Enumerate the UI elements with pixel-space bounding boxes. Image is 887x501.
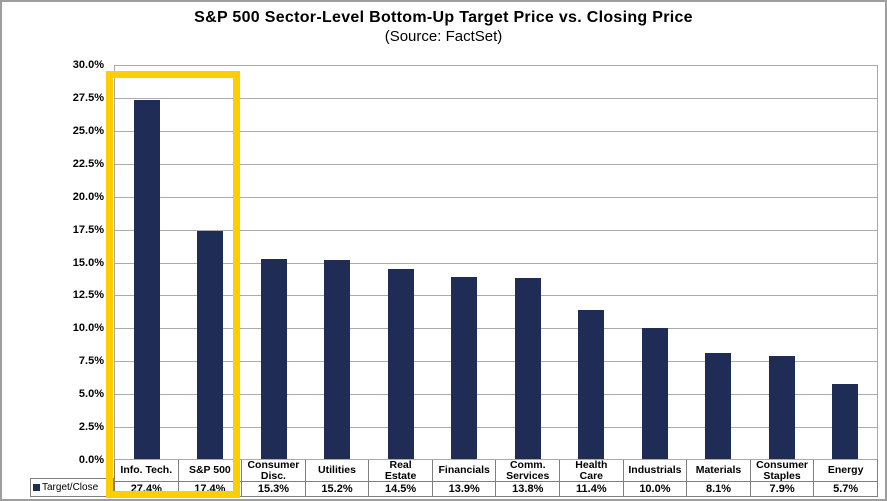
value-cell: 14.5%	[369, 482, 433, 497]
legend-label: Target/Close	[42, 482, 99, 493]
gridline	[115, 427, 877, 429]
category-cell: Consumer Disc.	[242, 460, 306, 482]
gridline	[115, 130, 877, 132]
bar-Info. Tech.	[133, 100, 160, 459]
value-cell: 17.4%	[178, 482, 243, 497]
bar-Financials	[451, 276, 478, 459]
gridline	[115, 229, 877, 231]
gridline	[115, 196, 877, 198]
gridline	[115, 328, 877, 330]
category-cell: Energy	[814, 460, 878, 482]
bar-Real Estate	[387, 269, 414, 459]
gridline	[115, 361, 877, 363]
value-cell: 11.4%	[560, 482, 624, 497]
category-cell: Materials	[687, 460, 751, 482]
category-cell: Health Care	[560, 460, 624, 482]
y-tick-label: 20.0%	[72, 190, 104, 203]
value-cell: 13.9%	[432, 482, 497, 497]
category-row: Info. Tech. S&P 500 Consumer Disc. Utilitie…	[115, 460, 878, 482]
bar-Consumer Disc.	[260, 258, 287, 459]
chart-subtitle: (Source: FactSet)	[384, 28, 503, 45]
category-cell: Consumer Staples	[750, 460, 815, 482]
value-cell: 10.0%	[623, 482, 688, 497]
legend: Target/Close	[30, 478, 114, 497]
plot-area	[114, 65, 878, 460]
category-cell: S&P 500	[178, 460, 243, 482]
gridline	[115, 97, 877, 99]
category-table: Info. Tech. S&P 500 Consumer Disc. Utilitie…	[114, 460, 878, 497]
bar-Comm. Services	[514, 278, 541, 459]
y-tick-label: 0.0%	[78, 454, 104, 466]
category-cell: Financials	[432, 460, 497, 482]
y-tick-label: 17.5%	[72, 223, 104, 236]
bar-Health Care	[578, 309, 605, 459]
value-cell: 27.4%	[115, 482, 179, 497]
y-tick-label: 7.5%	[78, 355, 104, 368]
category-cell: Real Estate	[369, 460, 433, 482]
y-tick-label: 2.5%	[78, 421, 104, 434]
value-row: 27.4% 17.4% 15.3% 15.2% 14.5% 13.9% 13.8% 11.4%…	[115, 482, 878, 497]
y-tick-label: 12.5%	[72, 289, 104, 302]
y-tick-label: 15.0%	[72, 256, 104, 269]
bar-Consumer Staples	[768, 355, 795, 459]
bar-S&P 500	[197, 231, 224, 459]
bar-Materials	[705, 352, 732, 459]
y-tick-label: 30.0%	[72, 59, 104, 71]
gridline	[115, 163, 877, 165]
value-cell: 15.3%	[242, 482, 306, 497]
bar-Utilities	[324, 259, 351, 459]
category-cell: Industrials	[623, 460, 688, 482]
y-tick-label: 10.0%	[72, 322, 104, 335]
chart-title: S&P 500 Sector-Level Bottom-Up Target Pr…	[194, 9, 693, 26]
value-cell: 8.1%	[687, 482, 751, 497]
value-cell: 5.7%	[814, 482, 878, 497]
category-cell: Comm. Services	[496, 460, 561, 482]
y-tick-label: 5.0%	[78, 388, 104, 401]
category-cell: Info. Tech.	[115, 460, 179, 482]
legend-marker-icon	[33, 484, 40, 491]
value-cell: 7.9%	[750, 482, 815, 497]
value-cell: 13.8%	[496, 482, 561, 497]
y-tick-label: 25.0%	[72, 124, 104, 137]
bar-Industrials	[641, 328, 668, 459]
bar-Energy	[832, 384, 859, 459]
value-cell: 15.2%	[305, 482, 370, 497]
y-tick-label: 22.5%	[72, 157, 104, 170]
y-tick-label: 27.5%	[72, 91, 104, 104]
gridline	[115, 295, 877, 297]
category-cell: Utilities	[305, 460, 370, 482]
gridline	[115, 262, 877, 264]
gridline	[115, 394, 877, 396]
